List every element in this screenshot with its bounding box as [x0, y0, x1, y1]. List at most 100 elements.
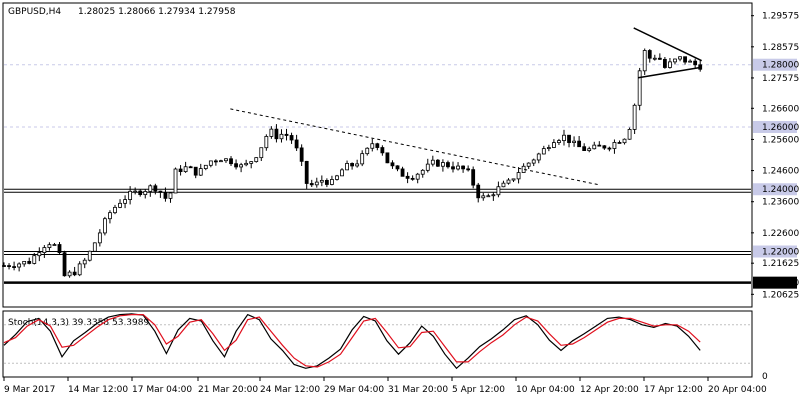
candle-body [496, 186, 501, 196]
candle-body [688, 60, 693, 63]
candle-body [617, 142, 622, 144]
candle-body [678, 56, 682, 60]
candle-body [17, 263, 22, 268]
price-tick-label: 1.26600 [762, 104, 799, 114]
candle-body [299, 147, 304, 162]
candle-body [208, 160, 213, 166]
candle-body [239, 164, 244, 168]
candle-body [552, 142, 556, 148]
candle-body [340, 169, 344, 177]
stoch-title: Stoch(14,3,3) 39.3358 53.3989 [8, 318, 149, 328]
candle-body [642, 50, 647, 72]
candle-body [506, 179, 511, 184]
dashed-trendline[interactable] [230, 108, 598, 186]
candle-body [254, 157, 259, 163]
candle-body [279, 133, 284, 140]
candle-body [319, 179, 324, 183]
candle-body [400, 168, 405, 177]
candle-body [345, 163, 349, 171]
candle-body [219, 160, 223, 163]
candle-body [562, 134, 566, 142]
candle-body [597, 144, 602, 147]
candle-body [102, 218, 107, 234]
candle-body [441, 162, 445, 167]
price-badge [753, 58, 797, 71]
price-tick-label: 1.22600 [762, 229, 799, 239]
candle-body [380, 147, 385, 154]
candle-body [72, 271, 77, 276]
candle-body [143, 191, 148, 196]
time-tick-label: 12 Apr 20:00 [580, 385, 639, 395]
candle-body [420, 169, 425, 175]
price-badge-label: 1.21000 [762, 279, 799, 289]
candle-body [244, 162, 249, 166]
candle-body [108, 212, 112, 220]
price-badge [753, 183, 797, 196]
guide-lines-layer [4, 64, 751, 128]
price-badge [753, 120, 797, 133]
candle-body [365, 147, 370, 155]
triangle-trendline[interactable] [633, 27, 703, 62]
candle-body [77, 263, 82, 276]
candle-body [577, 140, 582, 148]
candle-body [355, 163, 360, 167]
price-tick-label: 1.28575 [762, 43, 799, 53]
stoch-tick-label: 0 [762, 372, 768, 382]
candle-body [264, 136, 269, 149]
symbol-header: GBPUSD,H4 [8, 7, 61, 17]
time-axis: 9 Mar 2017 14 Mar 12:00 17 Mar 04:00 21 Mar… [3, 377, 767, 395]
candle-body [425, 163, 430, 171]
candle-body [92, 242, 97, 252]
time-tick-label: 29 Mar 04:00 [324, 385, 384, 395]
candle-body [188, 166, 193, 169]
candle-body [451, 166, 455, 170]
candle-body [133, 190, 138, 193]
candle-body [57, 244, 62, 254]
stoch-signal-line [3, 314, 701, 368]
time-tick-label: 20 Apr 04:00 [708, 385, 767, 395]
price-badge-label: 1.24000 [762, 185, 799, 195]
price-tick-label: 1.24600 [762, 167, 799, 177]
candle-body [183, 166, 188, 173]
candle-body [309, 183, 314, 186]
candle-body [673, 58, 677, 63]
candle-body [274, 128, 279, 140]
candle-body [173, 168, 178, 194]
candle-body [683, 56, 687, 63]
price-tick-label: 1.27575 [762, 74, 799, 84]
triangle-trendline[interactable] [638, 66, 702, 79]
candle-body [32, 255, 37, 264]
candle-body [370, 143, 375, 149]
candle-body [572, 140, 576, 143]
price-label-layer: 1.28000 1.26000 1.24000 1.22000 1.21000 [753, 58, 799, 289]
candle-body [587, 148, 592, 151]
candle-body [178, 168, 183, 173]
candle-body [148, 185, 153, 192]
stoch-main-line [3, 313, 701, 370]
candle-body [405, 175, 410, 179]
candle-body [234, 163, 238, 168]
candle-body [511, 178, 516, 181]
time-tick-label: 17 Mar 04:00 [132, 385, 192, 395]
candle-body [2, 265, 6, 267]
candle-body [128, 190, 133, 200]
candle-body [622, 138, 627, 144]
candle-body [526, 162, 531, 167]
candle-body [652, 57, 657, 60]
candle-body [350, 163, 355, 167]
candle-body [435, 159, 440, 167]
candle-body [324, 179, 329, 185]
time-tick-label: 24 Mar 12:00 [260, 385, 320, 395]
candle-body [360, 153, 365, 165]
time-tick-label: 5 Apr 12:00 [452, 385, 505, 395]
candle-body [22, 260, 27, 265]
candle-body [7, 265, 11, 267]
candle-body [284, 133, 289, 136]
candle-body [12, 266, 16, 268]
price-tick-label: 1.29575 [762, 12, 799, 22]
candle-body [471, 169, 476, 186]
candle-body [27, 260, 32, 264]
price-tick-label: 1.21625 [762, 259, 799, 269]
